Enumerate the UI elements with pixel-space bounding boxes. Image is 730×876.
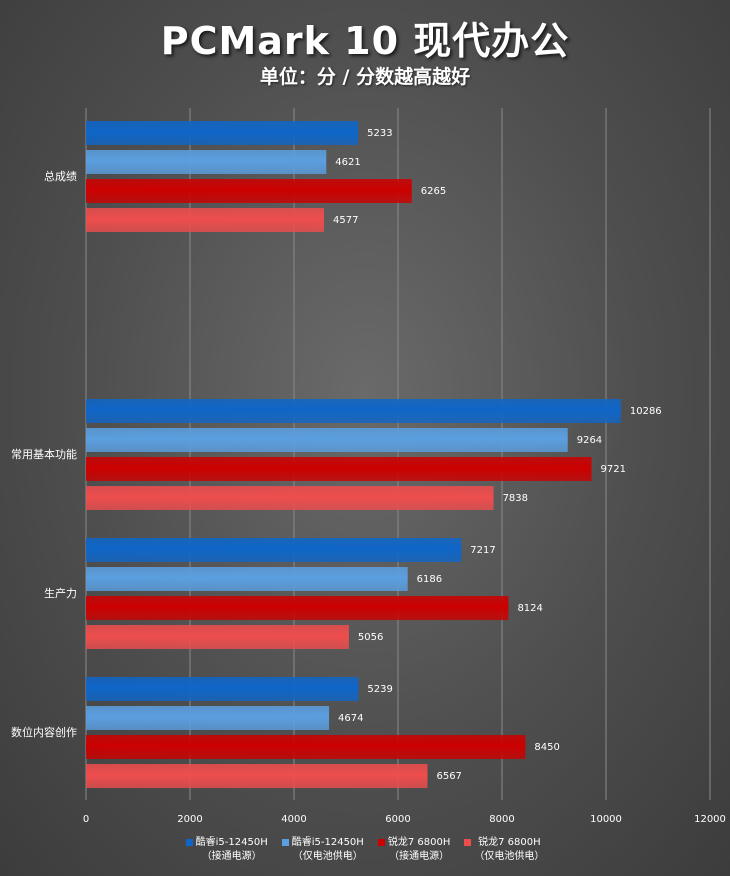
bar-value-label: 4674	[338, 713, 363, 724]
bar	[86, 486, 494, 510]
legend-label: 锐龙7 6800H	[478, 837, 541, 848]
x-tick-label: 8000	[489, 814, 514, 825]
bar-value-label: 4577	[333, 215, 358, 226]
bar	[86, 121, 359, 145]
bar-value-label: 9264	[577, 435, 602, 446]
bar	[86, 596, 509, 620]
legend-swatch	[185, 839, 193, 846]
bar	[86, 179, 412, 203]
bar	[86, 150, 327, 174]
category-label: 常用基本功能	[11, 447, 77, 461]
legend-label: 酷睿i5-12450H	[195, 837, 268, 848]
bar-value-label: 6567	[436, 771, 461, 782]
x-tick-label: 2000	[177, 814, 202, 825]
bar-value-label: 7838	[503, 493, 528, 504]
legend-swatch	[464, 839, 472, 846]
x-tick-label: 4000	[281, 814, 306, 825]
legend-item: 酷睿i5-12450H （接通电源）	[185, 836, 268, 864]
labels: 0 2000 4000 6000 8000 10000 12000 总成绩 5233 4621 62…	[11, 128, 726, 825]
bar-value-label: 6265	[421, 186, 446, 197]
x-tick-label: 0	[83, 814, 89, 825]
bar	[86, 457, 592, 481]
legend-item: 锐龙7 6800H （接通电源）	[377, 836, 451, 864]
bar-value-label: 9721	[600, 464, 625, 475]
bar-value-label: 7217	[470, 545, 495, 556]
chart-title: PCMark 10 现代办公	[160, 19, 570, 63]
legend-label: 酷睿i5-12450H	[291, 837, 364, 848]
legend-item: 酷睿i5-12450H （仅电池供电）	[281, 836, 364, 864]
legend-swatch	[377, 839, 385, 846]
bar	[86, 428, 568, 452]
category-label: 总成绩	[44, 169, 77, 183]
legend-sublabel: （接通电源）	[389, 851, 450, 862]
bar-value-label: 8124	[517, 603, 542, 614]
bar-value-label: 6186	[417, 574, 442, 585]
bar	[86, 208, 325, 232]
category-label: 数位内容创作	[11, 725, 77, 739]
bar-value-label: 5056	[358, 632, 383, 643]
x-tick-label: 6000	[385, 814, 410, 825]
bar-value-label: 8450	[534, 742, 559, 753]
bars	[86, 121, 621, 788]
bar-value-label: 5239	[367, 684, 392, 695]
bar	[86, 567, 408, 591]
bar	[86, 706, 330, 730]
bar	[86, 735, 526, 759]
legend-sublabel: （仅电池供电）	[292, 851, 363, 862]
x-tick-label: 10000	[590, 814, 622, 825]
legend-item: 锐龙7 6800H （仅电池供电）	[464, 836, 544, 864]
chart-subtitle: 单位：分 / 分数越高越好	[259, 66, 471, 88]
legend: 酷睿i5-12450H （接通电源） 酷睿i5-12450H （仅电池供电） 锐龙7 6…	[0, 836, 730, 864]
bar-value-label: 4621	[335, 157, 360, 168]
bar-value-label: 10286	[630, 406, 662, 417]
bar	[86, 399, 621, 423]
x-tick-label: 12000	[694, 814, 726, 825]
bar	[86, 538, 462, 562]
legend-swatch	[281, 839, 289, 846]
legend-sublabel: （仅电池供电）	[474, 851, 545, 862]
category-label: 生产力	[44, 586, 77, 600]
bar-value-label: 5233	[367, 128, 392, 139]
bar	[86, 764, 428, 788]
bar	[86, 625, 349, 649]
bar	[86, 677, 359, 701]
legend-sublabel: （接通电源）	[201, 851, 262, 862]
legend-label: 锐龙7 6800H	[387, 837, 451, 848]
